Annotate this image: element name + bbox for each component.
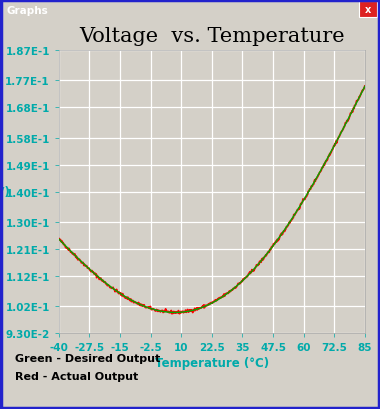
Text: Red - Actual Output: Red - Actual Output (15, 371, 138, 382)
Y-axis label: (V): (V) (0, 186, 10, 199)
FancyBboxPatch shape (359, 2, 377, 18)
Text: x: x (365, 5, 371, 15)
Text: Graphs: Graphs (7, 6, 49, 16)
X-axis label: Temperature (°C): Temperature (°C) (155, 357, 269, 369)
Title: Voltage  vs. Temperature: Voltage vs. Temperature (79, 27, 345, 45)
Text: Green - Desired Output: Green - Desired Output (15, 353, 160, 363)
